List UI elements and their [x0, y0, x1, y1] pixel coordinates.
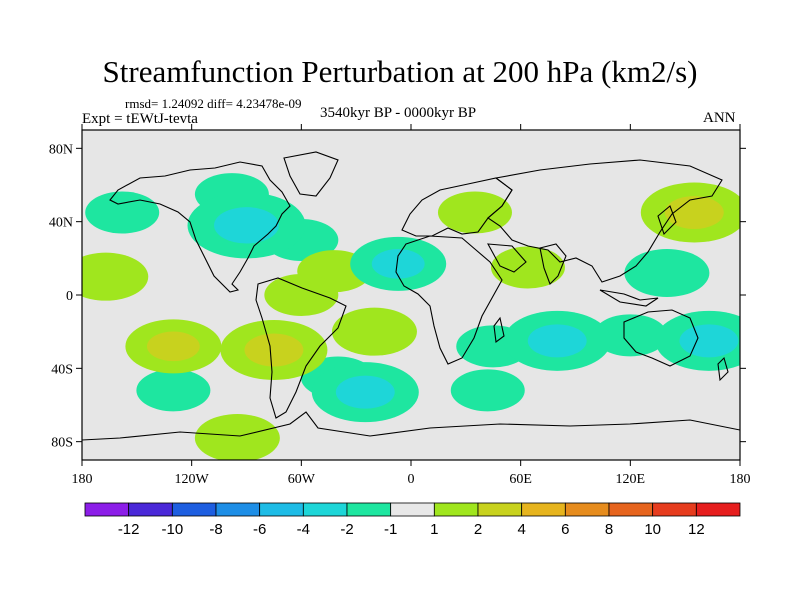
- coast-new-zealand: [717, 356, 729, 382]
- coast-arabia: [487, 243, 527, 273]
- y-tick-label: 80S: [51, 436, 73, 451]
- anomaly-region: [490, 246, 565, 289]
- colorbar-swatch: [433, 502, 479, 517]
- coast-asia: [487, 159, 723, 283]
- colorbar-swatch: [521, 502, 566, 517]
- anomaly-region: [264, 274, 339, 316]
- colorbar-label: -1: [384, 521, 397, 538]
- colorbar-label: 12: [688, 521, 705, 538]
- colorbar-label: 2: [474, 521, 482, 538]
- coastlines: [82, 151, 740, 441]
- colorbar-swatch: [84, 502, 130, 517]
- colorbar-label: 8: [605, 521, 613, 538]
- x-tick-label: 120E: [616, 472, 646, 487]
- colorbar-swatch: [302, 502, 348, 517]
- axes: 180 120W 60W 0 60E 120E 180 80N 40N 0 40S 80S: [49, 124, 751, 487]
- x-tick-label: 60W: [288, 472, 316, 487]
- colorbar-label: 1: [430, 521, 438, 538]
- anomaly-core: [664, 196, 724, 229]
- coast-south-america: [255, 277, 347, 419]
- anomaly-region: [194, 414, 280, 460]
- anomaly-region: [82, 252, 149, 301]
- colorbar-label: -12: [118, 521, 140, 538]
- season-label: ANN: [703, 110, 736, 126]
- colorbar-swatch: [346, 502, 392, 517]
- x-tick-label: 180: [730, 472, 751, 487]
- coast-antarctica: [82, 411, 740, 441]
- coast-greenland: [283, 151, 339, 197]
- x-tick-label: 0: [408, 472, 415, 487]
- anomaly-region: [136, 369, 211, 412]
- anomaly-core: [146, 331, 200, 362]
- anomaly-core: [335, 375, 395, 409]
- colorbar-label: -6: [253, 521, 266, 538]
- anomaly-core: [371, 248, 425, 279]
- colorbar-swatch: [477, 502, 523, 517]
- coast-africa: [395, 235, 503, 365]
- anomaly-core: [527, 324, 587, 358]
- coast-australia: [623, 309, 699, 367]
- y-tick-label: 40N: [49, 216, 73, 231]
- y-tick-label: 0: [66, 289, 73, 304]
- x-tick-label: 120W: [175, 472, 210, 487]
- x-tick-label: 60E: [509, 472, 532, 487]
- colorbar-swatch: [390, 502, 435, 517]
- anomaly-core: [214, 207, 279, 244]
- colorbar-label: 6: [561, 521, 569, 538]
- colorbar-swatch: [564, 502, 610, 517]
- experiment-label: Expt = tEWtJ-tevta: [82, 111, 198, 127]
- coast-india: [539, 243, 567, 285]
- colorbar-swatch: [171, 502, 217, 517]
- y-tick-label: 80N: [49, 142, 73, 157]
- chart-title: Streamfunction Perturbation at 200 hPa (…: [102, 54, 698, 89]
- x-tick-label: 180: [72, 472, 93, 487]
- anomaly-region: [624, 249, 710, 297]
- colorbar-swatch: [259, 502, 304, 517]
- anomaly-region: [593, 314, 668, 357]
- stats-label: rmsd= 1.24092 diff= 4.23478e-09: [125, 96, 302, 111]
- colorbar-label: 10: [644, 521, 661, 538]
- colorbar-swatch: [608, 502, 654, 517]
- anomaly-layer: [82, 173, 740, 460]
- anomaly-region: [437, 191, 512, 234]
- colorbar-swatch: [695, 502, 741, 517]
- coast-madagascar: [493, 316, 505, 344]
- period-label: 3540kyr BP - 0000kyr BP: [320, 105, 477, 121]
- colorbar-swatch: [215, 502, 261, 517]
- anomaly-region: [331, 307, 417, 356]
- anomaly-core: [244, 333, 304, 367]
- y-tick-label: 40S: [51, 362, 73, 377]
- anomaly-region: [85, 191, 160, 234]
- anomaly-core: [679, 324, 739, 358]
- colorbar-swatch: [652, 502, 697, 517]
- colorbar-label: -2: [340, 521, 353, 538]
- colorbar-swatch: [128, 502, 173, 517]
- coast-japan: [657, 205, 677, 236]
- colorbar-label: -10: [161, 521, 183, 538]
- colorbar-label: 4: [517, 521, 525, 538]
- coast-north-america: [109, 161, 291, 293]
- colorbar: -12 -10 -8 -6 -4 -2 -1 1 2 4 6 8 10 12: [84, 502, 741, 538]
- map-area: [82, 130, 740, 460]
- anomaly-region: [450, 369, 525, 412]
- colorbar-label: -8: [209, 521, 222, 538]
- colorbar-label: -4: [297, 521, 310, 538]
- coast-indonesia: [599, 289, 659, 307]
